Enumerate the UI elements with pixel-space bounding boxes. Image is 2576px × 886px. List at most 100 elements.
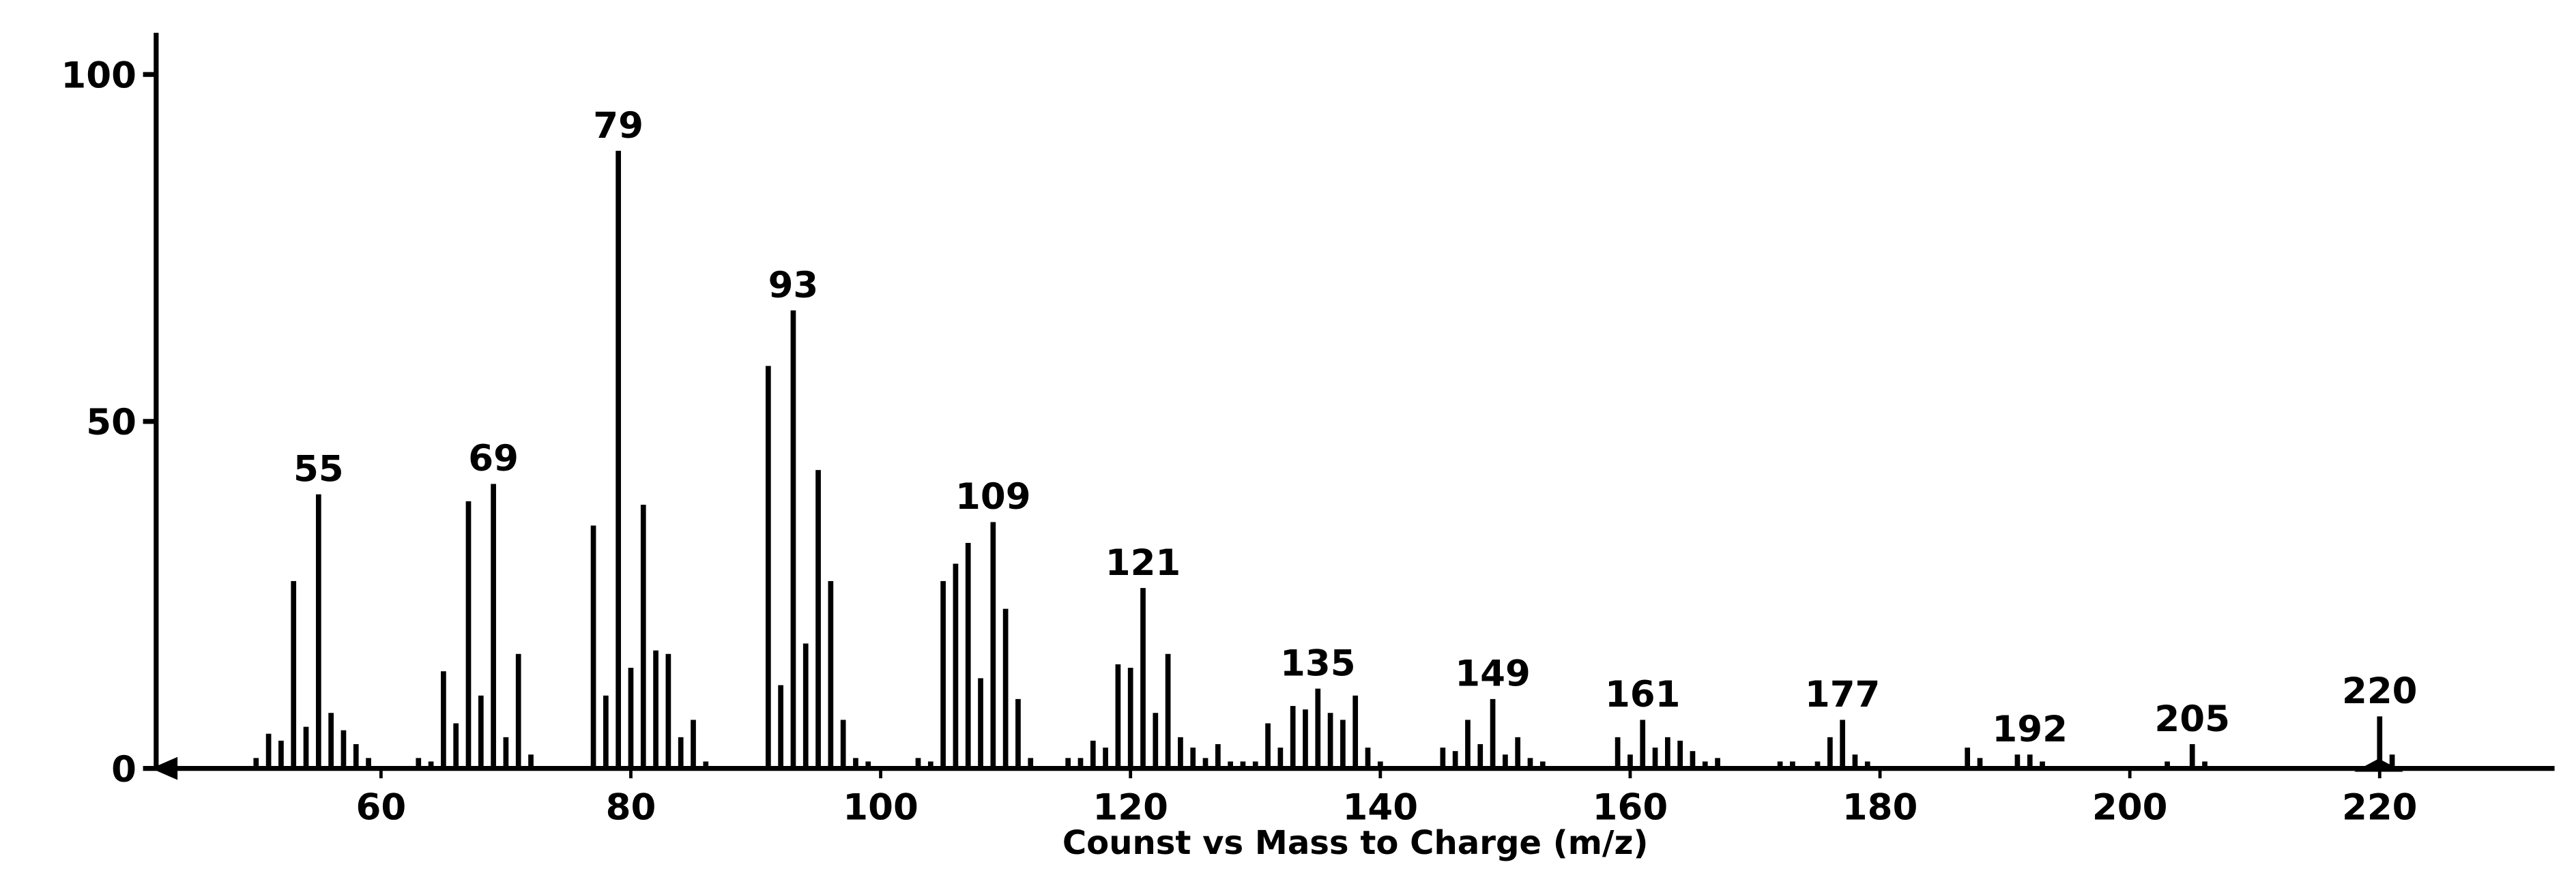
bar <box>1977 758 1983 769</box>
peak-label: 69 <box>468 438 519 479</box>
bar <box>1215 744 1221 769</box>
bar <box>416 758 422 769</box>
bar <box>653 650 659 769</box>
bar <box>616 151 622 769</box>
bar <box>1165 653 1171 769</box>
bar <box>1790 761 1795 769</box>
x-tick-label: 120 <box>1092 786 1168 828</box>
bar <box>1015 698 1021 769</box>
x-tick-label: 200 <box>2092 786 2168 828</box>
bar <box>1627 754 1633 769</box>
bar <box>453 723 459 769</box>
bar <box>1002 608 1009 769</box>
bar <box>678 737 684 769</box>
bar <box>628 668 634 769</box>
bar <box>1965 748 1971 769</box>
bar <box>1077 758 1084 769</box>
y-tick-label: 0 <box>111 749 136 791</box>
bar <box>265 733 272 769</box>
bar <box>1377 761 1383 769</box>
bar <box>590 525 596 769</box>
bar <box>978 678 983 769</box>
x-axis-title: Counst vs Mass to Charge (m/z) <box>1062 824 1649 862</box>
bar <box>1178 737 1183 769</box>
peak-label: 79 <box>593 105 643 147</box>
bar <box>1028 758 1034 769</box>
bar <box>1228 761 1233 769</box>
peak-label: 121 <box>1105 542 1181 584</box>
bar <box>640 505 646 769</box>
bar <box>790 310 796 769</box>
x-tick-label: 220 <box>2342 786 2418 828</box>
bar <box>1527 758 1533 769</box>
bar <box>253 758 259 769</box>
bar <box>990 522 996 769</box>
bar <box>528 754 534 769</box>
bar <box>2040 761 2045 769</box>
bar <box>1490 698 1496 769</box>
bar <box>353 744 359 769</box>
bar <box>1677 740 1683 769</box>
bar <box>927 761 934 769</box>
bar <box>491 484 496 769</box>
bar <box>953 563 959 769</box>
bar <box>1265 723 1271 769</box>
bar <box>1465 720 1471 769</box>
bar <box>1240 761 1246 769</box>
bar <box>778 685 783 769</box>
bar <box>291 580 297 769</box>
bar <box>853 758 858 769</box>
x-tick-label: 140 <box>1343 786 1419 828</box>
bar <box>1352 695 1359 769</box>
bar <box>965 542 971 769</box>
bar <box>1365 748 1371 769</box>
bar <box>1140 588 1146 769</box>
bar <box>1827 737 1833 769</box>
bar <box>828 580 834 769</box>
x-tick-label: 100 <box>843 786 918 828</box>
bar <box>765 366 771 769</box>
bar <box>441 671 446 769</box>
peak-label: 149 <box>1455 653 1531 695</box>
bar <box>1840 720 1845 769</box>
bar <box>1777 761 1783 769</box>
bar <box>1127 668 1133 769</box>
bar <box>1303 709 1308 769</box>
bar <box>1615 737 1621 769</box>
peak-label: 93 <box>768 265 819 306</box>
peak-label: 109 <box>955 476 1031 518</box>
peak-label: 192 <box>1992 709 2068 750</box>
bar <box>1252 761 1258 769</box>
x-tick-label: 180 <box>1842 786 1918 828</box>
bar <box>1277 748 1284 769</box>
y-tick-label: 50 <box>86 402 136 443</box>
bar <box>603 695 609 769</box>
x-tick-label: 80 <box>606 786 656 828</box>
y-tick-label: 100 <box>61 55 136 96</box>
bar <box>315 494 321 769</box>
bar <box>940 580 946 769</box>
bar <box>1440 748 1446 769</box>
bar <box>691 720 696 769</box>
bar <box>802 643 809 769</box>
bar <box>1103 748 1108 769</box>
bar <box>1702 761 1708 769</box>
bar <box>2377 716 2383 769</box>
bar <box>2027 754 2033 769</box>
bar <box>815 470 821 769</box>
bar <box>865 761 871 769</box>
bar <box>503 737 509 769</box>
x-tick-label: 60 <box>356 786 406 828</box>
bar <box>1664 737 1670 769</box>
peak-label: 177 <box>1805 674 1881 715</box>
bar <box>1065 758 1071 769</box>
bar <box>515 653 521 769</box>
bar <box>2202 761 2208 769</box>
bar <box>915 758 921 769</box>
bar <box>1115 664 1121 769</box>
bar <box>1515 737 1521 769</box>
bar <box>2165 761 2170 769</box>
axis-arrow <box>151 756 178 780</box>
